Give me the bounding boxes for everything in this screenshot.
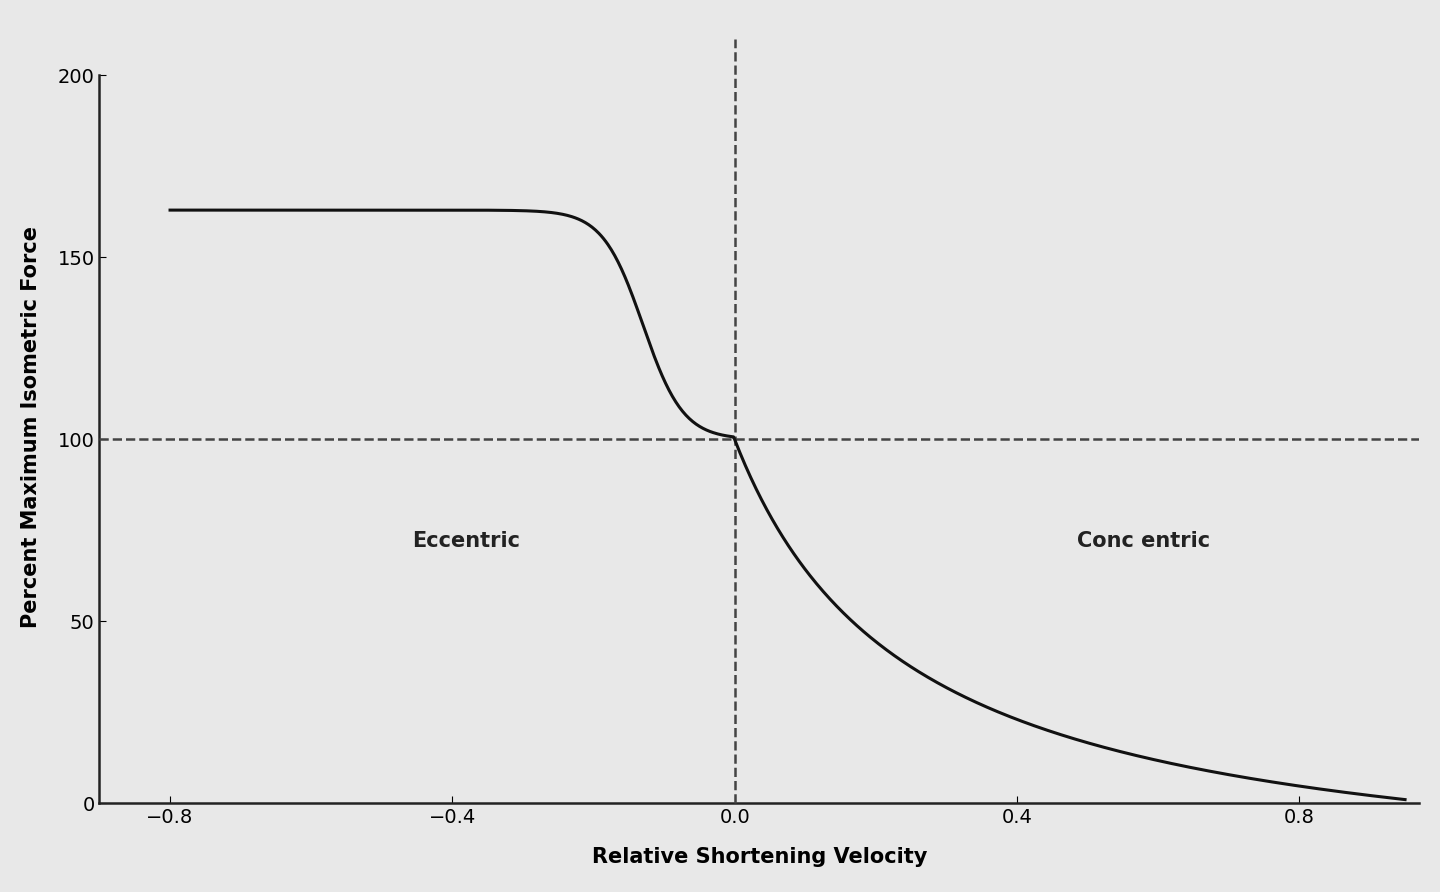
Y-axis label: Percent Maximum Isometric Force: Percent Maximum Isometric Force — [20, 226, 40, 628]
Text: Eccentric: Eccentric — [412, 532, 520, 551]
Text: Conc entric: Conc entric — [1077, 532, 1211, 551]
X-axis label: Relative Shortening Velocity: Relative Shortening Velocity — [592, 847, 927, 867]
